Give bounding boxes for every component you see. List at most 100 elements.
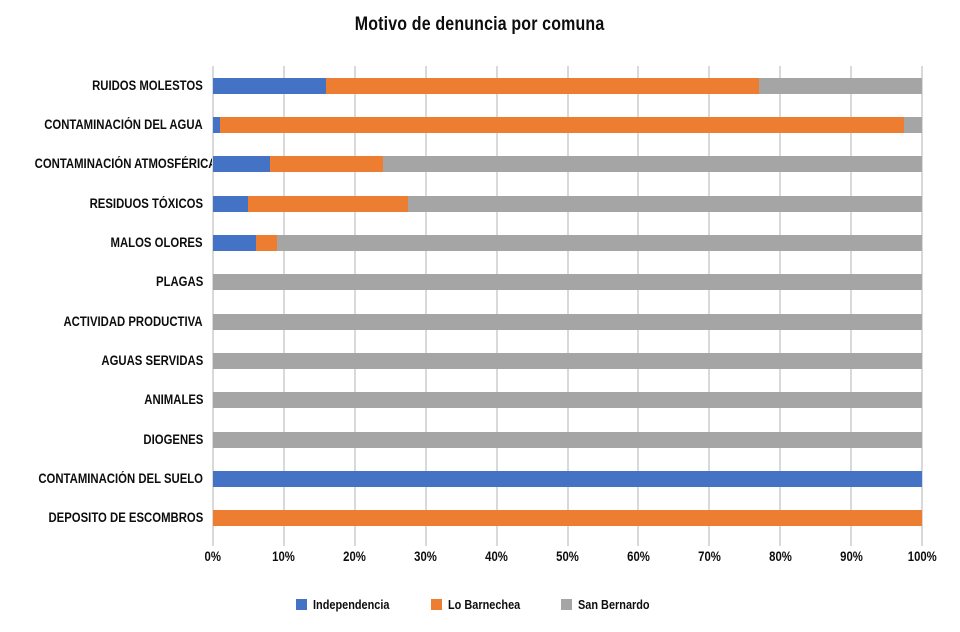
category-label-malos-olores: MALOS OLORES	[0, 235, 203, 251]
tickmark-50	[566, 538, 569, 546]
chart-title-text: Motivo de denuncia por comuna	[355, 14, 605, 35]
bar-row-contaminacio-n-del-suelo	[213, 471, 922, 487]
x-axis-label-text: 30%	[414, 549, 438, 564]
bar-segment-independencia	[213, 117, 221, 133]
x-axis-label-text: 90%	[839, 549, 863, 564]
category-label-text: DIOGENES	[143, 431, 203, 447]
bar-segment-independencia	[213, 235, 256, 251]
legend-item-san-bernardo: San Bernardo	[561, 597, 663, 612]
bar-segment-san-bernardo	[407, 195, 922, 212]
x-axis-label-text: 50%	[556, 549, 579, 564]
bar-row-deposito-de-escombros	[213, 510, 922, 527]
gridline-10	[282, 66, 285, 538]
bar-segment-lo-barnechea	[326, 77, 759, 94]
tickmark-10	[282, 538, 285, 546]
x-axis-label-20: 20%	[315, 549, 395, 564]
category-label-residuos-to-xicos: RESIDUOS TÓXICOS	[0, 196, 203, 212]
gridline-60	[637, 66, 640, 538]
category-label-text: AGUAS SERVIDAS	[101, 353, 203, 368]
bar-segment-lo-barnechea	[248, 195, 408, 212]
category-label-deposito-de-escombros: DEPOSITO DE ESCOMBROS	[0, 510, 203, 526]
category-label-text: CONTAMINACIÓN DEL AGUA	[44, 117, 203, 132]
category-label-text: CONTAMINACIÓN ATMOSFÉRICA	[34, 156, 217, 172]
bar-row-actividad-productiva	[213, 313, 922, 330]
bar-row-malos-olores	[213, 235, 922, 251]
x-axis-label-text: 0%	[204, 549, 222, 564]
category-label-contaminacio-n-del-suelo: CONTAMINACIÓN DEL SUELO	[0, 471, 203, 487]
legend-label-text: Independencia	[313, 597, 390, 612]
legend-label-text: Lo Barnechea	[448, 597, 521, 612]
category-label-text: MALOS OLORES	[111, 235, 203, 250]
bar-row-aguas-servidas	[213, 353, 922, 369]
category-label-plagas: PLAGAS	[0, 274, 203, 290]
legend: Independencia Lo Barnechea San Bernardo	[0, 597, 960, 612]
tickmark-70	[708, 538, 711, 546]
category-label-text: RUIDOS MOLESTOS	[92, 77, 203, 93]
legend-label-lo-barnechea: Lo Barnechea	[448, 597, 534, 612]
legend-label-independencia: Independencia	[313, 597, 404, 612]
tickmark-100	[921, 538, 923, 546]
tickmark-20	[353, 538, 356, 546]
x-axis-label-70: 70%	[669, 549, 749, 564]
x-axis-label-0: 0%	[173, 549, 253, 564]
legend-item-lo-barnechea: Lo Barnechea	[431, 597, 534, 612]
bar-segment-san-bernardo	[213, 431, 922, 448]
x-axis-label-text: 100%	[907, 549, 937, 564]
legend-swatch-lo-barnechea	[431, 599, 443, 610]
bar-segment-independencia	[213, 156, 270, 173]
x-axis-label-80: 80%	[740, 549, 820, 564]
bar-row-plagas	[213, 274, 922, 291]
category-label-text: CONTAMINACIÓN DEL SUELO	[38, 471, 203, 486]
gridline-80	[779, 66, 782, 538]
bar-segment-san-bernardo	[213, 353, 922, 369]
bar-segment-san-bernardo	[904, 117, 922, 133]
plot-area	[212, 66, 923, 546]
x-axis-label-30: 30%	[386, 549, 466, 564]
category-label-diogenes: DIOGENES	[0, 432, 203, 448]
bar-row-ruidos-molestos	[213, 77, 922, 94]
category-label-animales: ANIMALES	[0, 392, 203, 408]
legend-swatch-independencia	[296, 599, 308, 610]
bar-segment-san-bernardo	[213, 392, 922, 409]
x-axis-label-40: 40%	[457, 549, 537, 564]
bar-row-contaminacio-n-atmosfe-rica	[213, 156, 922, 173]
gridline-90	[850, 66, 853, 538]
bar-row-contaminacio-n-del-agua	[213, 117, 922, 133]
x-axis-label-50: 50%	[528, 549, 608, 564]
tickmark-30	[424, 538, 427, 546]
gridline-40	[495, 66, 498, 538]
tickmark-40	[495, 538, 498, 546]
category-label-text: ACTIVIDAD PRODUCTIVA	[63, 313, 203, 329]
category-label-contaminacio-n-del-agua: CONTAMINACIÓN DEL AGUA	[0, 117, 203, 133]
category-label-contaminacio-n-atmosfe-rica: CONTAMINACIÓN ATMOSFÉRICA	[0, 156, 217, 172]
x-axis-label-10: 10%	[244, 549, 324, 564]
bar-segment-independencia	[213, 195, 249, 212]
category-label-text: RESIDUOS TÓXICOS	[89, 195, 203, 211]
legend-label-text: San Bernardo	[578, 597, 650, 612]
bar-segment-san-bernardo	[213, 313, 922, 330]
x-axis-label-100: 100%	[882, 549, 960, 564]
gridline-0	[212, 66, 214, 538]
gridline-30	[424, 66, 427, 538]
legend-item-independencia: Independencia	[296, 597, 404, 612]
category-label-actividad-productiva: ACTIVIDAD PRODUCTIVA	[0, 314, 203, 330]
gridline-50	[566, 66, 569, 538]
x-axis-label-60: 60%	[598, 549, 678, 564]
bar-row-animales	[213, 392, 922, 409]
bar-segment-san-bernardo	[213, 274, 922, 291]
category-label-aguas-servidas: AGUAS SERVIDAS	[0, 353, 203, 369]
bar-segment-san-bernardo	[758, 77, 922, 94]
x-axis-label-text: 80%	[768, 549, 792, 564]
bar-segment-lo-barnechea	[269, 156, 384, 173]
bar-segment-san-bernardo	[276, 235, 922, 251]
x-axis-label-text: 60%	[627, 549, 650, 564]
bar-segment-san-bernardo	[383, 156, 922, 173]
x-axis-label-text: 20%	[343, 549, 367, 564]
tickmark-80	[779, 538, 782, 546]
category-label-ruidos-molestos: RUIDOS MOLESTOS	[0, 78, 203, 94]
category-label-text: ANIMALES	[143, 392, 203, 408]
legend-label-san-bernardo: San Bernardo	[578, 597, 663, 612]
gridline-20	[353, 66, 356, 538]
x-axis-label-text: 40%	[485, 549, 508, 564]
category-label-text: PLAGAS	[155, 274, 203, 290]
